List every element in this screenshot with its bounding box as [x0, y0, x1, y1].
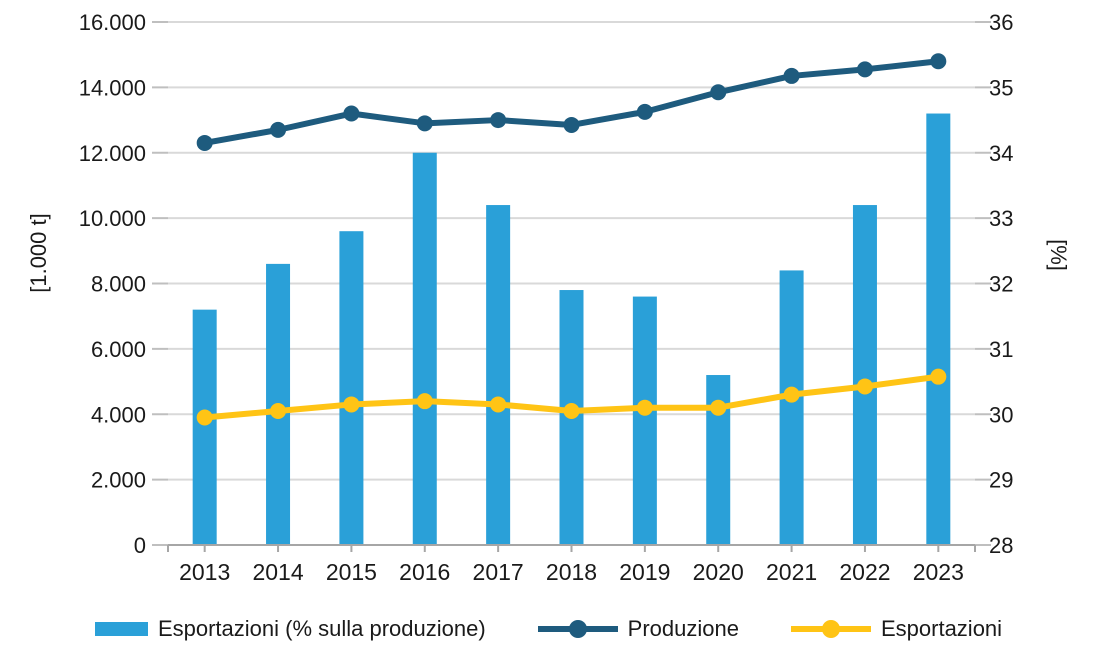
- produzione-marker-2021: [783, 67, 800, 84]
- left-axis-title: [1.000 t]: [26, 213, 51, 293]
- y-axis-left-tick-label: 16.000: [79, 10, 146, 35]
- bar-2013: [192, 309, 217, 545]
- esportazioni-marker-2016: [416, 393, 433, 410]
- plot-area: 0 2.000 4.000 6.000 8.000 10.000 12.000 14.000 1…: [79, 10, 1014, 585]
- legend-label-esportazioni: Esportazioni: [880, 616, 1003, 641]
- legend-label-produzione: Produzione: [627, 616, 739, 641]
- esportazioni-marker-2014: [270, 402, 287, 419]
- y-axis-right-tick-label: 29: [989, 468, 1013, 493]
- right-axis-title: [%]: [1046, 239, 1071, 271]
- x-axis-label: 2016: [399, 559, 450, 585]
- x-axis-label: 2013: [179, 559, 230, 585]
- esportazioni-marker-2015: [343, 396, 360, 413]
- esportazioni-marker-2022: [856, 378, 873, 395]
- y-axis-right-tick-label: 34: [989, 141, 1013, 166]
- y-axis-left-tick-label: 14.000: [79, 75, 146, 100]
- legend-item-esportazioni-pct: Esportazioni (% sulla produzione): [94, 616, 486, 642]
- x-axis-label: 2022: [839, 559, 890, 585]
- x-axis-label: 2023: [913, 559, 964, 585]
- y-axis-left-tick-label: 12.000: [79, 141, 146, 166]
- bar-2017: [486, 205, 511, 546]
- y-axis-left-tick-label: 10.000: [79, 206, 146, 231]
- y-axis-left-tick-label: 4.000: [91, 402, 146, 427]
- produzione-marker-2023: [930, 53, 947, 70]
- x-axis-label: 2015: [326, 559, 377, 585]
- produzione-marker-2018: [563, 116, 580, 133]
- y-axis-right-tick-label: 35: [989, 75, 1013, 100]
- produzione-marker-2022: [856, 61, 873, 78]
- line-dot-swatch-icon: [790, 619, 871, 639]
- y-axis-right-tick-label: 36: [989, 10, 1013, 35]
- y-axis-right-tick-label: 28: [989, 533, 1013, 558]
- esportazioni-marker-2019: [636, 399, 653, 416]
- x-axis-label: 2020: [693, 559, 744, 585]
- produzione-marker-2017: [490, 112, 507, 129]
- produzione-marker-2020: [710, 84, 727, 101]
- produzione-marker-2019: [636, 103, 653, 120]
- x-axis-label: 2019: [619, 559, 670, 585]
- esportazioni-marker-2017: [490, 396, 507, 413]
- produzione-marker-2015: [343, 105, 360, 122]
- produzione-marker-2013: [196, 134, 213, 151]
- y-axis-left-tick-label: 8.000: [91, 272, 146, 297]
- legend: Esportazioni (% sulla produzione) Produz…: [0, 608, 1097, 650]
- y-axis-left-tick-label: 0: [134, 533, 146, 558]
- y-axis-left-tick-label: 6.000: [91, 337, 146, 362]
- esportazioni-marker-2020: [710, 399, 727, 416]
- y-axis-right-tick-label: 33: [989, 206, 1013, 231]
- legend-item-esportazioni: Esportazioni: [790, 616, 1003, 642]
- line-swatch-marker: [568, 620, 587, 638]
- x-axis-label: 2018: [546, 559, 597, 585]
- line-swatch-marker: [821, 620, 840, 638]
- produzione-marker-2014: [270, 121, 287, 138]
- bar-2015: [339, 231, 364, 545]
- legend-label-esportazioni-pct: Esportazioni (% sulla produzione): [157, 616, 486, 641]
- line-dot-swatch-icon: [537, 619, 618, 639]
- bar-2019: [632, 296, 657, 545]
- x-axis-label: 2017: [473, 559, 524, 585]
- legend-item-produzione: Produzione: [537, 616, 739, 642]
- bar-2016: [412, 152, 437, 545]
- y-axis-left-tick-label: 2.000: [91, 468, 146, 493]
- bar-2022: [852, 205, 877, 546]
- y-axis-right-tick-label: 32: [989, 272, 1013, 297]
- esportazioni-marker-2021: [783, 386, 800, 403]
- produzione-marker-2016: [416, 115, 433, 132]
- y-axis-right-tick-label: 30: [989, 402, 1013, 427]
- esportazioni-marker-2018: [563, 402, 580, 419]
- bar-2023: [926, 113, 951, 546]
- esportazioni-marker-2013: [196, 409, 213, 426]
- bar-swatch-icon: [94, 622, 148, 636]
- esportazioni-marker-2023: [930, 368, 947, 385]
- bar-2021: [779, 270, 804, 545]
- x-axis-label: 2021: [766, 559, 817, 585]
- y-axis-right-tick-label: 31: [989, 337, 1013, 362]
- x-axis-label: 2014: [252, 559, 303, 585]
